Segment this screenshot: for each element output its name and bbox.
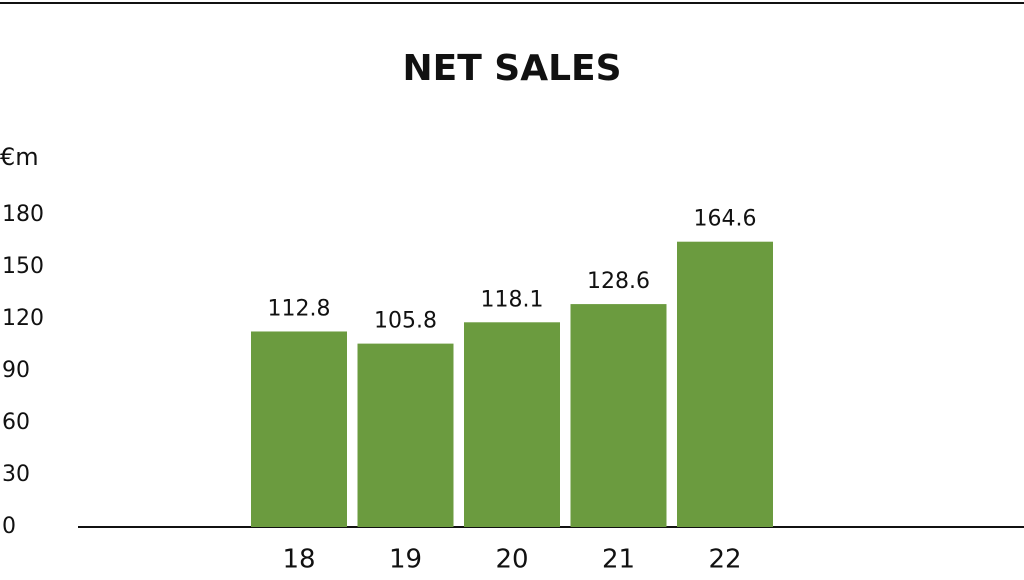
chart-title: NET SALES (402, 48, 621, 89)
y-tick-label: 30 (2, 462, 30, 487)
y-axis-unit: €m (0, 143, 39, 171)
bar (251, 331, 347, 527)
y-tick-label: 180 (2, 202, 44, 227)
y-tick-label: 150 (2, 254, 44, 279)
data-label: 128.6 (587, 269, 650, 294)
x-tick-label: 19 (389, 545, 422, 575)
bar (677, 241, 773, 527)
data-label: 118.1 (481, 287, 544, 312)
x-tick-label: 21 (602, 545, 635, 575)
x-tick-label: 22 (708, 545, 741, 575)
bar (570, 304, 667, 527)
x-tick-label: 20 (495, 545, 528, 575)
bar (357, 343, 454, 527)
y-tick-label: 90 (2, 358, 30, 383)
data-label: 112.8 (268, 296, 331, 321)
y-tick-label: 120 (2, 306, 44, 331)
x-tick-label: 18 (282, 545, 315, 575)
y-tick-label: 0 (2, 514, 16, 539)
y-tick-label: 60 (2, 410, 30, 435)
data-label: 105.8 (374, 309, 437, 334)
bar (464, 322, 560, 527)
data-label: 164.6 (694, 207, 757, 232)
